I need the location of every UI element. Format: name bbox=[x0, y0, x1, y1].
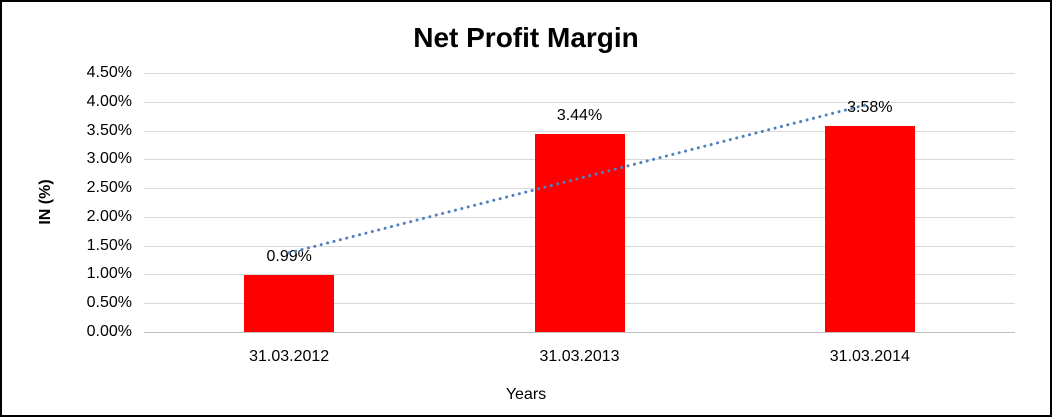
y-tick-label: 1.50% bbox=[86, 236, 132, 254]
y-tick-label: 4.00% bbox=[86, 92, 132, 110]
x-tick-label: 31.03.2012 bbox=[249, 348, 330, 365]
y-tick-label: 0.50% bbox=[86, 294, 132, 312]
x-axis-title: Years bbox=[505, 386, 547, 403]
x-tick-label: 31.03.2014 bbox=[829, 348, 910, 365]
bar-31.03.2012 bbox=[244, 275, 335, 332]
y-tick-label: 2.00% bbox=[86, 207, 132, 225]
chart-title: Net Profit Margin bbox=[413, 22, 639, 53]
data-label: 3.58% bbox=[847, 98, 893, 116]
y-tick-label: 2.50% bbox=[86, 179, 132, 197]
x-tick-label: 31.03.2013 bbox=[539, 348, 620, 365]
y-tick-label: 1.00% bbox=[86, 265, 132, 283]
y-tick-label: 3.50% bbox=[86, 121, 132, 139]
bar-31.03.2013 bbox=[534, 134, 625, 332]
y-tick-label: 0.00% bbox=[86, 323, 132, 340]
gridline bbox=[144, 73, 1015, 74]
data-label: 3.44% bbox=[556, 107, 603, 124]
bar-31.03.2014 bbox=[824, 125, 915, 332]
y-tick-label: 3.00% bbox=[86, 150, 132, 168]
y-tick-label: 4.50% bbox=[86, 64, 132, 81]
gridline bbox=[144, 101, 1015, 103]
data-label: 0.99% bbox=[266, 248, 312, 266]
x-axis-line bbox=[144, 332, 1015, 333]
